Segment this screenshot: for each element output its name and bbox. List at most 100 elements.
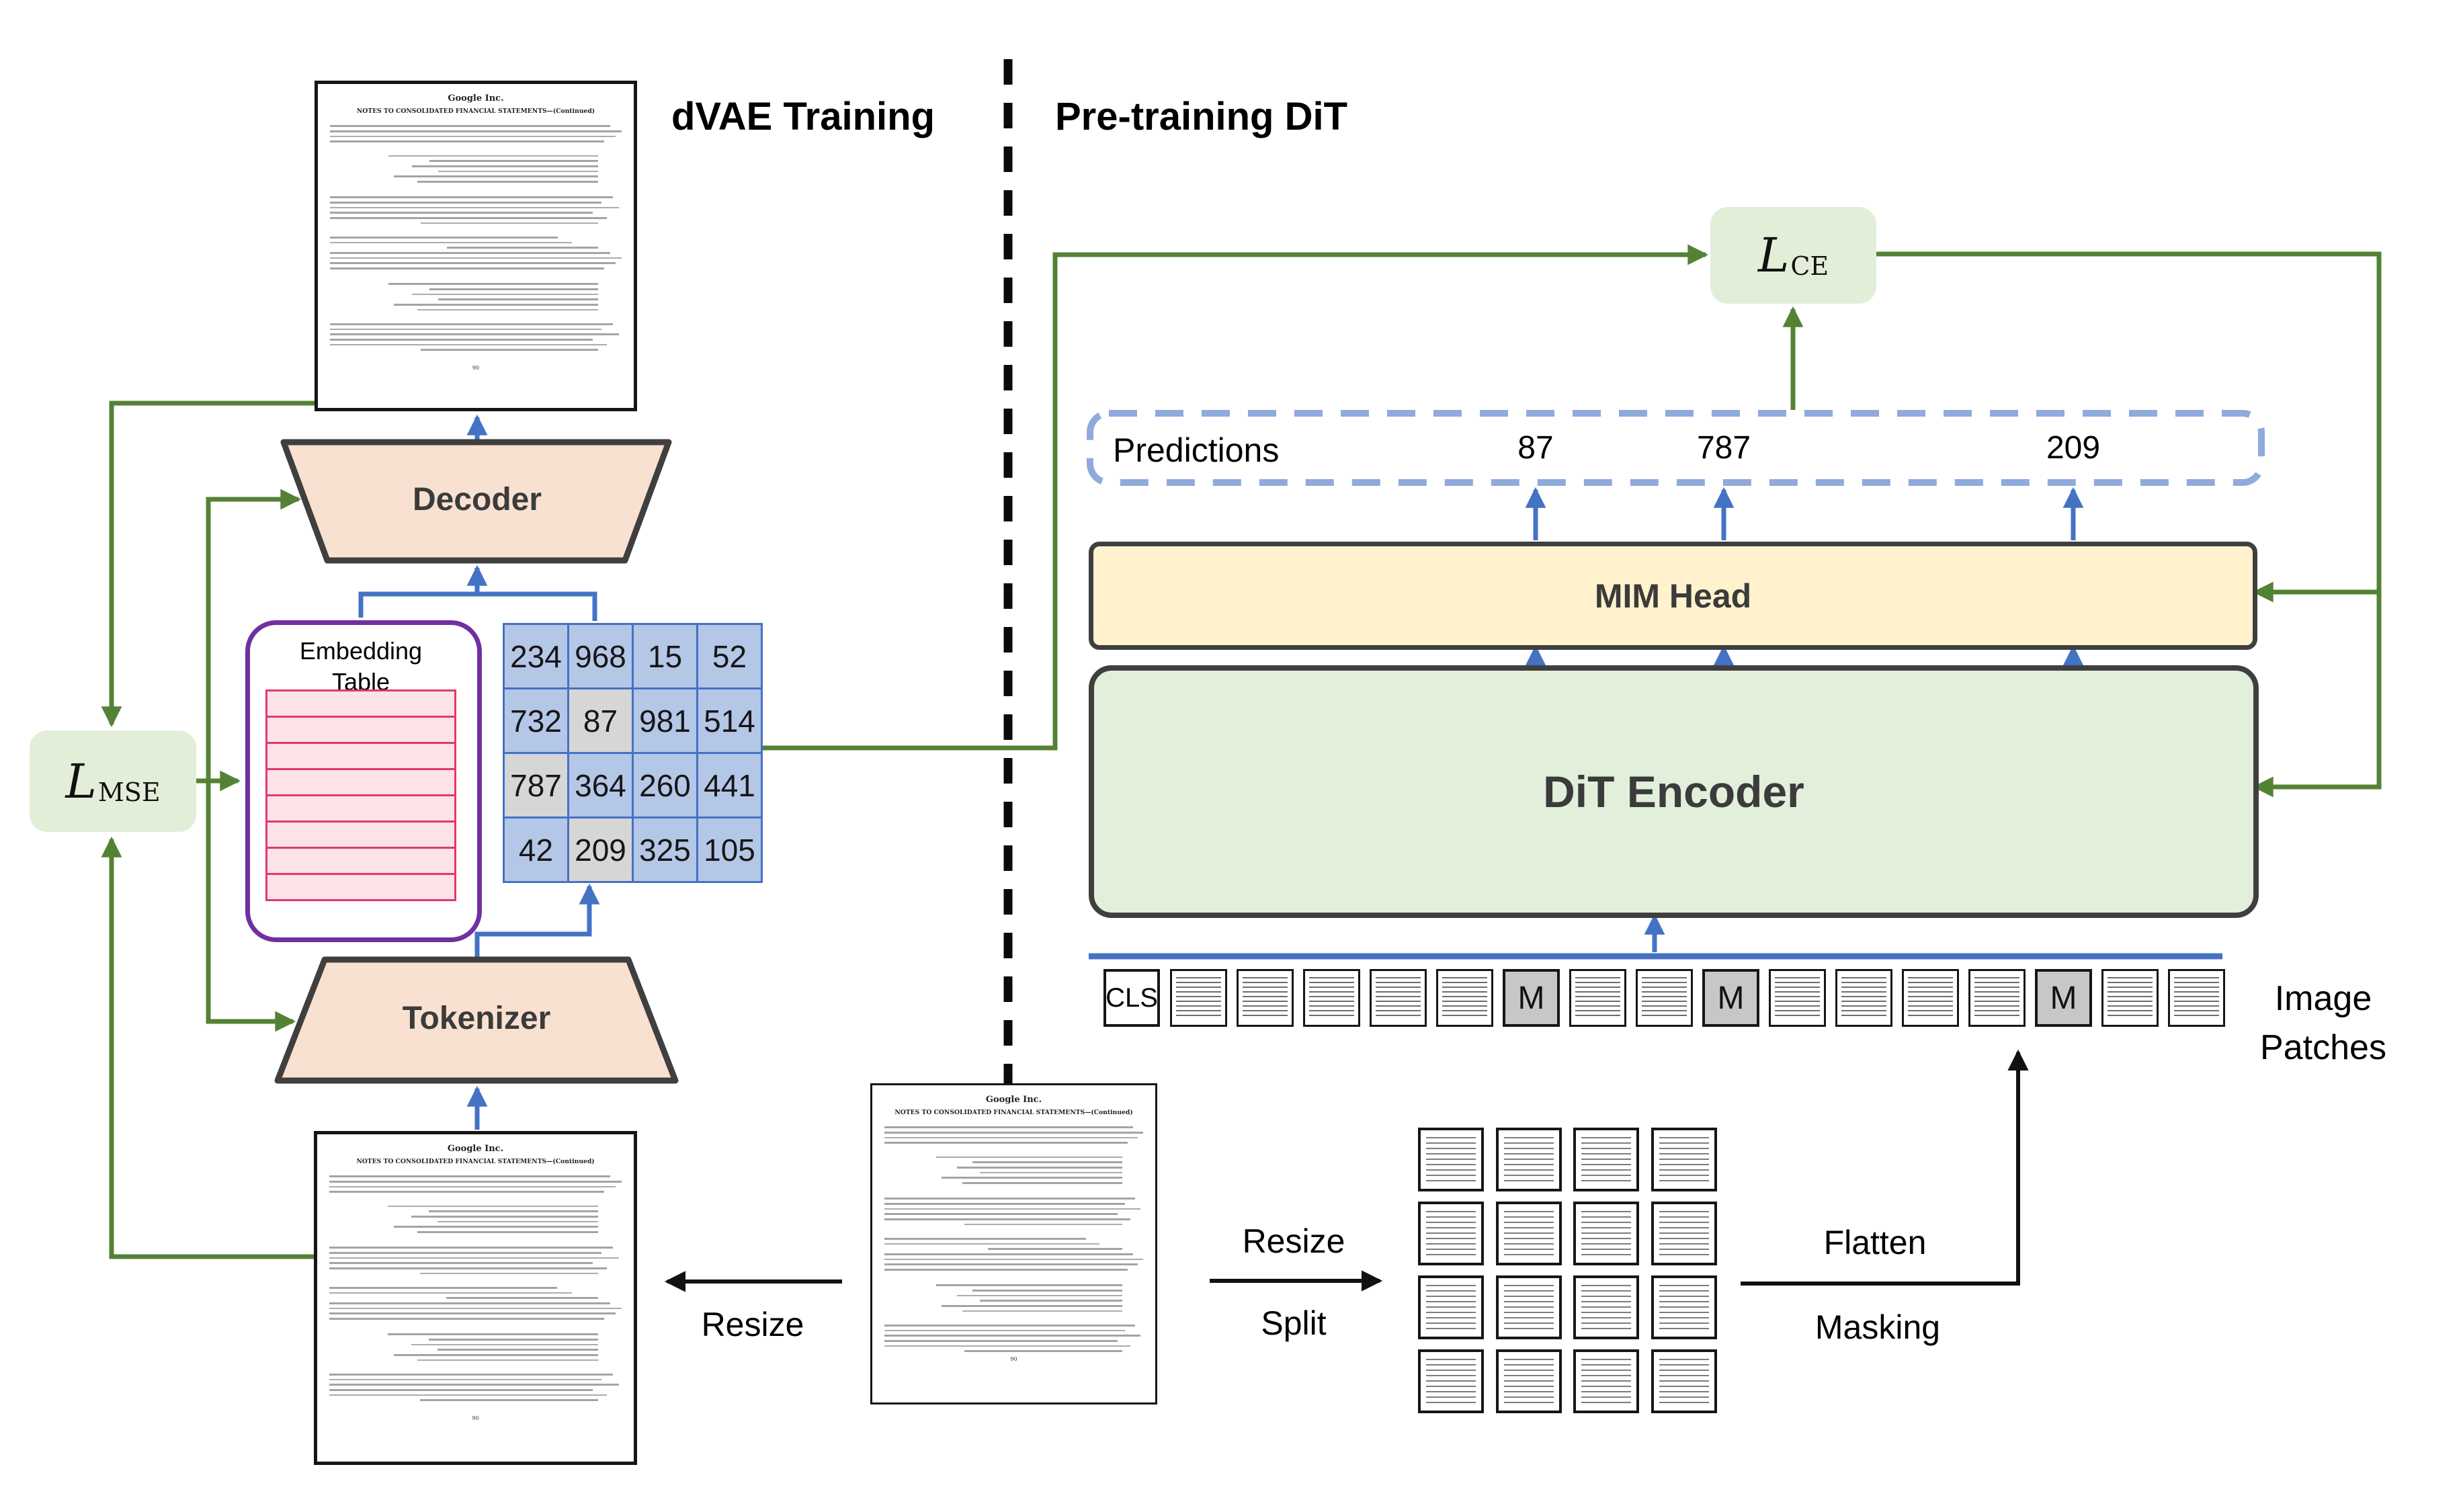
document-text-line	[980, 1172, 1123, 1173]
document-text-line	[417, 1359, 599, 1361]
embedding-row-5	[265, 821, 456, 849]
document-statements-heading: NOTES TO CONSOLIDATED FINANCIAL STATEMEN…	[356, 108, 595, 115]
patch-text-lines	[1581, 1359, 1631, 1404]
document-text-line	[329, 1384, 619, 1386]
ce-loss-symbol: L	[1757, 228, 1790, 283]
document-text-line	[884, 1203, 1126, 1205]
document-text-line	[393, 1226, 599, 1228]
document-company-heading: Google Inc.	[447, 1144, 504, 1154]
patch-text-lines	[2174, 977, 2219, 1019]
document-statements-heading: NOTES TO CONSOLIDATED FINANCIAL STATEMEN…	[894, 1109, 1133, 1116]
image-patch-8	[1636, 969, 1693, 1027]
document-text-line	[972, 1290, 1123, 1292]
document-text-line	[884, 1142, 1128, 1144]
split-patch-1-0	[1418, 1202, 1484, 1265]
embedding-row-1	[265, 716, 456, 744]
image-patch-7	[1569, 969, 1626, 1027]
document-text-line	[411, 165, 599, 167]
patch-text-lines	[1908, 977, 1953, 1019]
document-text-line	[884, 1345, 1130, 1347]
document-text-line	[329, 1287, 558, 1289]
patch-text-lines	[1426, 1359, 1476, 1404]
patch-text-lines	[1581, 1137, 1631, 1182]
token-cell-3-3: 105	[698, 818, 761, 881]
patch-text-lines	[1659, 1211, 1709, 1256]
document-text-line	[329, 1389, 593, 1391]
document-text-line	[388, 283, 599, 285]
image-patch-5	[1436, 969, 1493, 1027]
patch-text-lines	[1659, 1285, 1709, 1330]
document-text-line	[411, 294, 599, 295]
document-text-line	[437, 171, 599, 172]
document-text-line	[956, 1167, 1123, 1169]
image-patch-10	[1769, 969, 1826, 1027]
document-text-line	[330, 329, 601, 330]
split-patch-2-1	[1496, 1275, 1562, 1339]
document-text-line	[330, 130, 622, 132]
blue-arrow-tokenizer-to-grid	[474, 883, 600, 958]
split-patch-1-1	[1496, 1202, 1562, 1265]
document-text-line	[330, 125, 610, 127]
document-text-line	[884, 1218, 1130, 1220]
document-text-line	[884, 1137, 1138, 1138]
document-text-line	[936, 1157, 1123, 1158]
document-text-line	[964, 1350, 1123, 1352]
document-text-line	[941, 1305, 1123, 1307]
patch-text-lines	[1775, 977, 1820, 1019]
document-text-line	[330, 323, 613, 325]
image-patch-4	[1370, 969, 1427, 1027]
document-text-line	[437, 1221, 599, 1222]
green-arrow-tokens-to-lce	[761, 244, 1709, 751]
document-text-line	[329, 1191, 604, 1193]
document-text-line	[330, 237, 558, 239]
prediction-value-0: 87	[1517, 430, 1554, 466]
document-text-line	[330, 196, 613, 198]
split-patch-2-3	[1651, 1275, 1717, 1339]
patch-text-lines	[1581, 1211, 1631, 1256]
document-text-line	[329, 1374, 613, 1376]
document-text-line	[417, 1231, 599, 1233]
flatten-label: Flatten	[1823, 1224, 1927, 1261]
document-text-line	[884, 1263, 1138, 1265]
document-text-line	[884, 1243, 1099, 1245]
patch-text-lines	[1426, 1137, 1476, 1182]
resize-left-label: Resize	[701, 1306, 804, 1343]
tokenizer-label: Tokenizer	[402, 1001, 551, 1036]
document-text-line	[329, 1379, 601, 1380]
image-patch-12	[1902, 969, 1959, 1027]
embedding-table-box: Embedding Table	[245, 620, 482, 942]
patch-text-lines	[1659, 1359, 1709, 1404]
green-arrow-recon-doc-to-lmse	[101, 401, 315, 728]
patch-text-lines	[1504, 1211, 1554, 1256]
document-text-line	[956, 1295, 1123, 1296]
split-patch-0-2	[1573, 1128, 1639, 1191]
predictions-dashed-box	[1087, 410, 2265, 486]
document-text-line	[330, 252, 610, 254]
image-patch-11	[1835, 969, 1892, 1027]
embedding-row-4	[265, 794, 456, 823]
patch-text-lines	[1309, 977, 1354, 1019]
patch-text-lines	[1659, 1137, 1709, 1182]
image-patch-3	[1303, 969, 1360, 1027]
document-text-line	[884, 1340, 1118, 1342]
document-text-line	[411, 1344, 599, 1345]
patch-text-lines	[1176, 977, 1221, 1019]
token-cell-3-2: 325	[634, 818, 696, 881]
document-text-line	[428, 1339, 599, 1341]
document-page-number: 90	[472, 365, 480, 371]
document-text-line	[330, 339, 593, 341]
patch-text-lines	[1426, 1285, 1476, 1330]
token-cell-2-2: 260	[634, 754, 696, 816]
patch-text-lines	[1581, 1285, 1631, 1330]
decoder-label: Decoder	[412, 482, 542, 517]
reconstructed-document-image: Google Inc. NOTES TO CONSOLIDATED FINANCI…	[315, 81, 637, 411]
document-page-number: 90	[472, 1415, 479, 1421]
token-cell-1-2: 981	[634, 689, 696, 752]
document-text-line	[419, 1273, 599, 1274]
patch-text-lines	[1504, 1285, 1554, 1330]
document-text-line	[446, 1297, 599, 1299]
patch-text-lines	[1504, 1137, 1554, 1182]
document-text-line	[330, 262, 616, 264]
document-text-line	[329, 1312, 616, 1314]
patch-text-lines	[1575, 977, 1620, 1019]
